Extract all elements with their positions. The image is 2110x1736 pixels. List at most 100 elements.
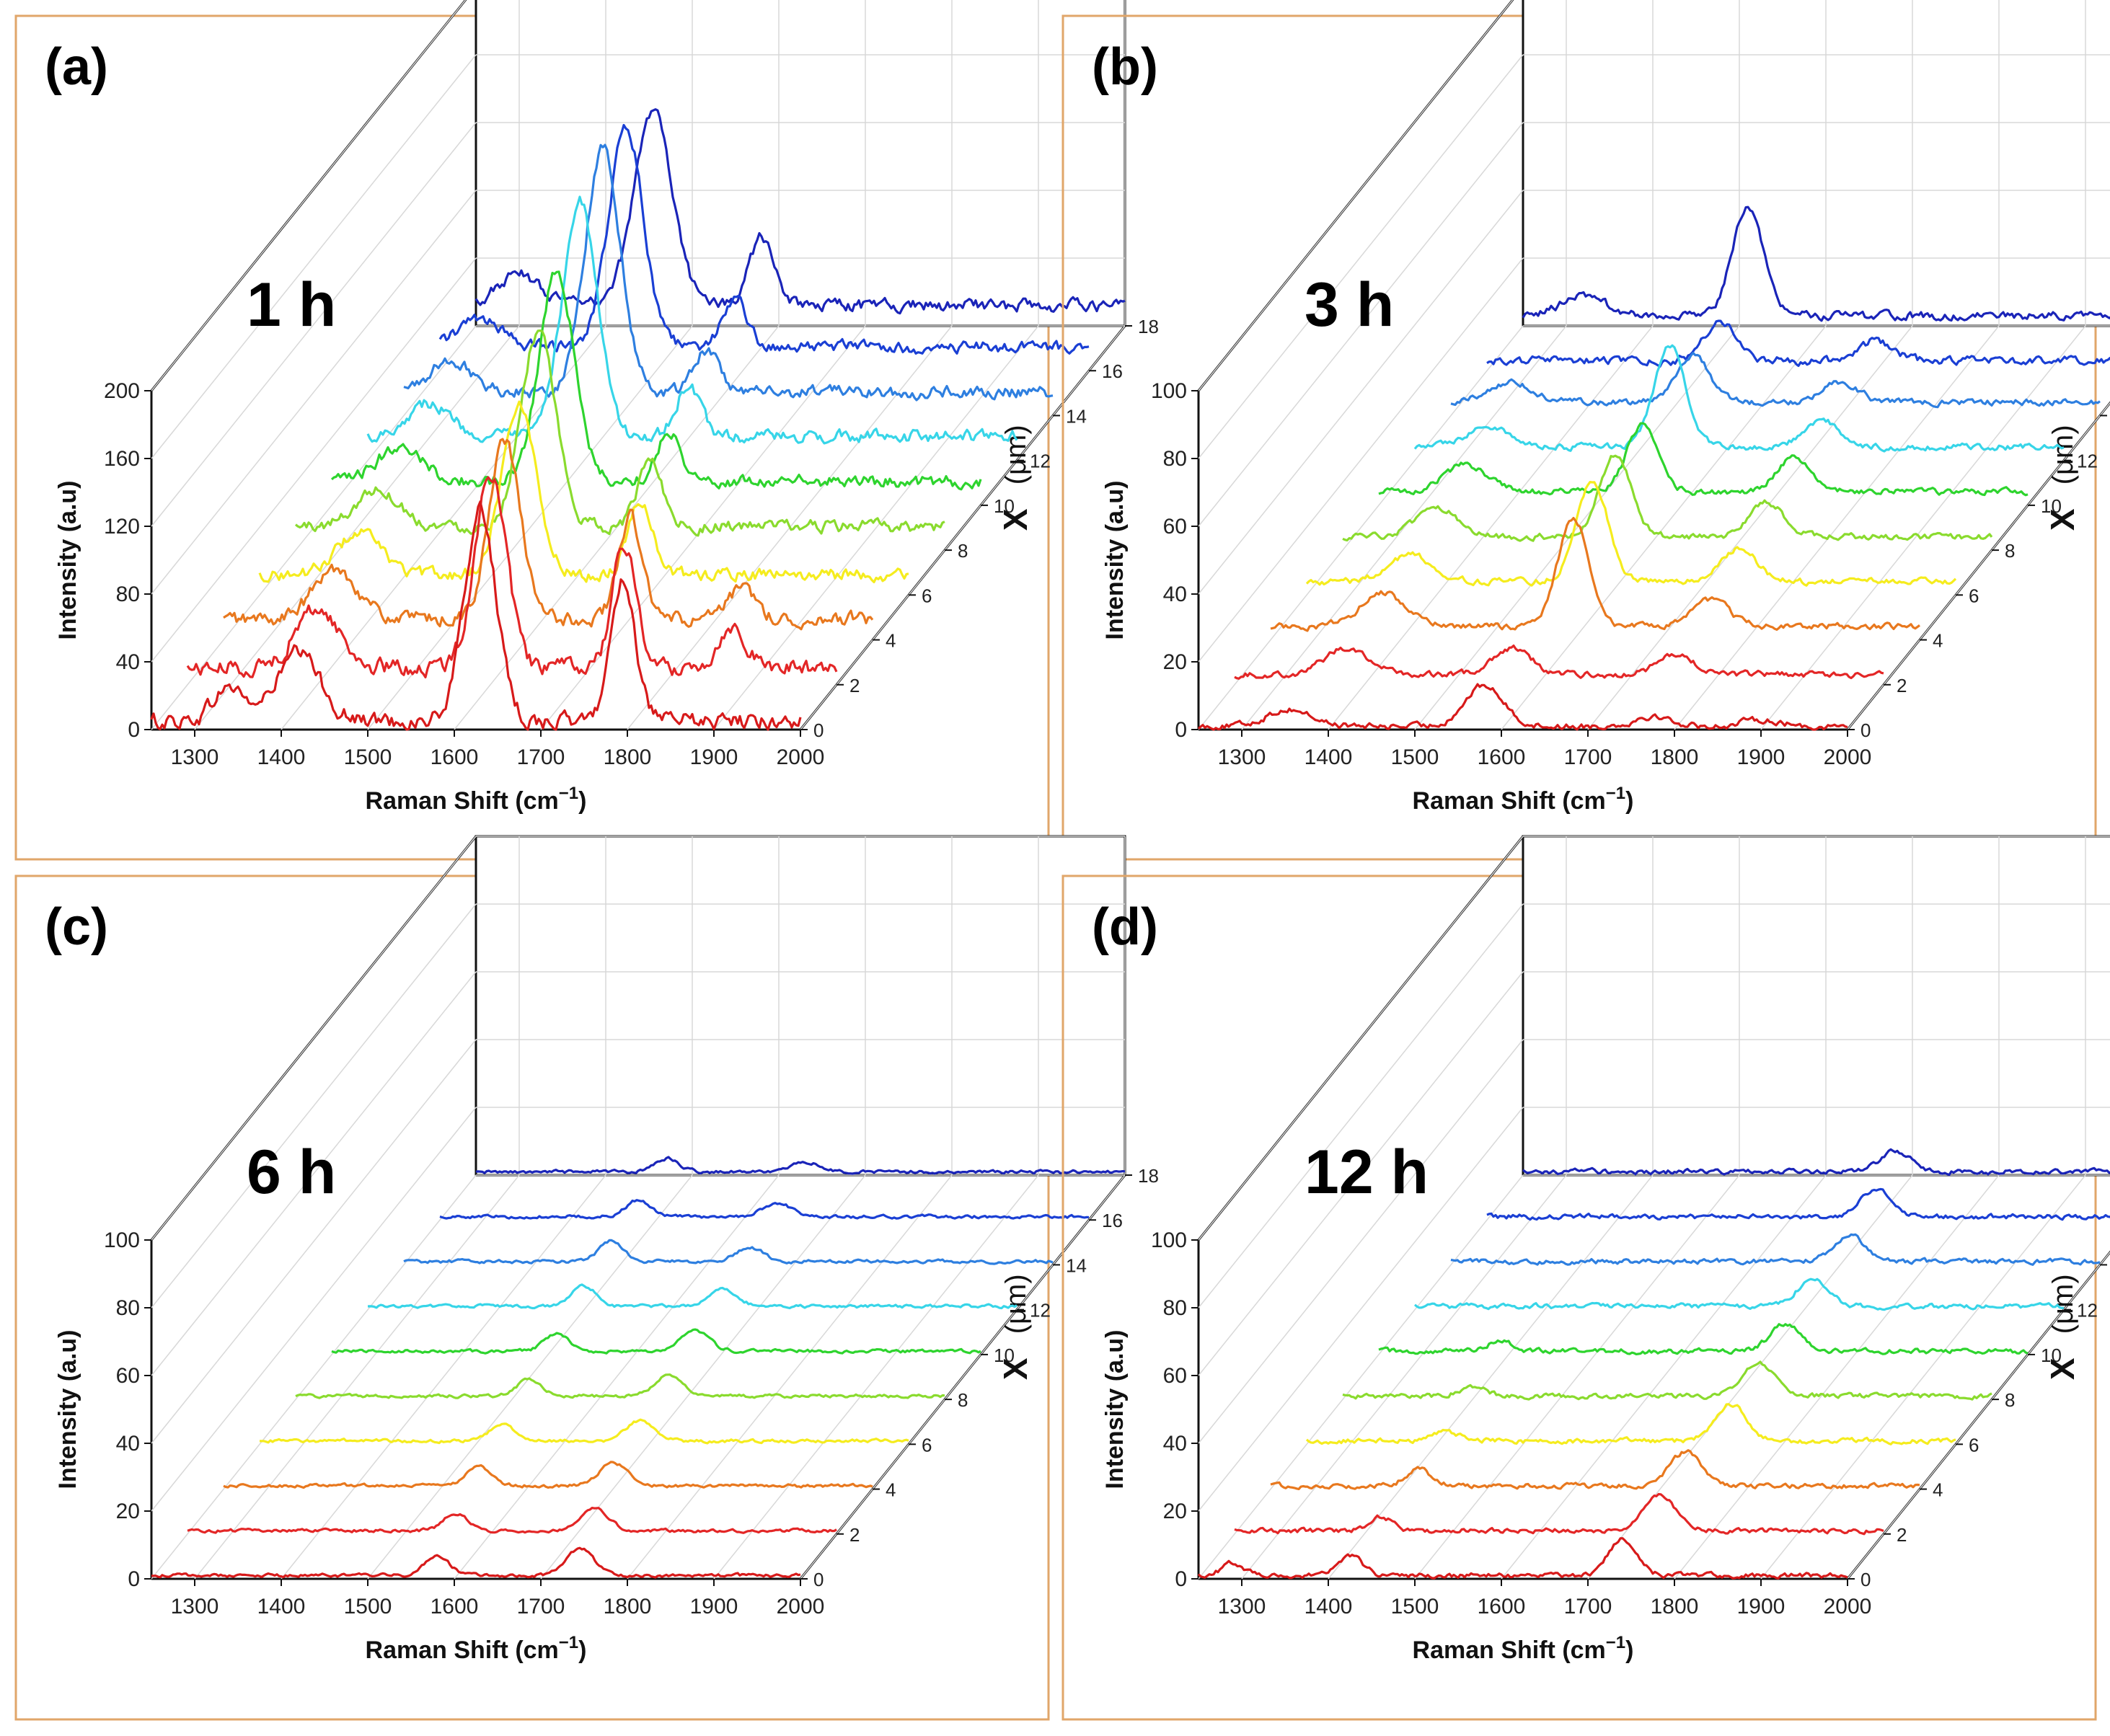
spectrum-line-x18 [1522,1148,2110,1177]
x-tick-label: 1600 [1478,745,1526,769]
spectrum-line-x16 [439,1199,1090,1220]
x-tick-label: 1900 [1737,1595,1785,1618]
y-tick-label: 80 [116,1296,140,1320]
side-grid-line [151,836,477,1241]
floor-grid-line [454,1174,780,1580]
floor-grid-line [1414,325,1740,730]
depth-axis-unit: (μm) [2047,1274,2079,1334]
depth-tick-label: 2 [849,1524,860,1546]
x-tick-label: 1600 [1478,1595,1526,1618]
spectrum-line-x14 [403,143,1054,402]
floor-grid-line [1847,1251,2110,1580]
spectrum-line-x10 [1378,1323,2029,1355]
spectrum-line-x18 [475,1156,1126,1175]
spectrum-line-x2 [1234,1492,1884,1536]
spectrum-line-x12 [367,1283,1018,1310]
floor-grid-line [1328,1174,1654,1580]
y-tick-label: 100 [1151,379,1187,403]
spectrum-line-x12 [366,195,1018,445]
spectrum-line-x14 [403,1239,1054,1265]
y-tick-label: 80 [1163,447,1187,471]
x-tick-label: 2000 [1824,745,1872,769]
side-grid-line [1198,836,1524,1241]
depth-tick-label: 10 [994,1345,1015,1366]
x-axis-title: Raman Shift (cm−1) [366,1633,587,1664]
depth-tick-label: 0 [1860,1569,1871,1590]
side-grid-line [151,325,477,730]
spectrum-line-x2 [187,1507,837,1534]
y-tick-label: 40 [1163,583,1187,606]
x-tick-label: 2000 [777,745,825,769]
depth-tick-label: 16 [1102,1210,1123,1231]
spectrum-line-x0 [1197,1537,1848,1580]
floor-grid-line [627,1174,953,1580]
floor-grid-line [1587,325,1913,730]
x-axis-title: Raman Shift (cm−1) [366,784,587,815]
spectrum-line-x6 [258,400,909,583]
x-tick-label: 1500 [1391,745,1439,769]
side-grid-line [1198,122,1524,527]
spectrum-line-x2 [186,476,838,678]
spectrum-line-x18 [474,108,1126,315]
y-axis-title: Intensity (a.u) [54,1329,81,1489]
spectrum-line-x10 [330,270,982,491]
y-tick-label: 160 [104,447,140,471]
x-tick-label: 1400 [257,1595,306,1618]
y-tick-label: 200 [104,379,140,403]
y-tick-label: 60 [1163,1364,1187,1388]
x-tick-label: 1700 [517,745,565,769]
depth-axis-unit: (μm) [1000,1274,1032,1334]
side-grid-line [151,190,477,595]
spectrum-line-x18 [1522,205,2110,322]
floor-grid-line [1760,325,2086,730]
x-tick-label: 1500 [344,745,392,769]
depth-axis-unit: (μm) [2047,425,2079,484]
time-label: 1 h [247,270,336,340]
depth-tick-label: 4 [886,1479,896,1501]
spectrum-line-x16 [1486,319,2110,368]
depth-tick-label: 6 [922,585,932,606]
x-tick-label: 1700 [1564,745,1612,769]
depth-tick-label: 8 [958,1389,968,1411]
x-tick-label: 1700 [517,1595,565,1618]
spectrum-line-x12 [1413,1277,2065,1311]
y-tick-label: 100 [1151,1228,1187,1252]
floor-grid-line [194,1174,520,1580]
spectrum-line-x4 [223,1461,873,1489]
y-tick-label: 60 [1163,515,1187,539]
spectrum-line-x6 [1305,481,1957,587]
spectrum-line-x16 [438,123,1090,355]
floor-grid-line [1328,325,1654,730]
y-tick-label: 120 [104,515,140,539]
depth-tick-label: 6 [1969,1434,1979,1456]
spectrum-line-x8 [294,329,945,537]
x-tick-label: 1300 [171,745,219,769]
x-axis-title: Raman Shift (cm−1) [1413,784,1634,815]
floor-grid-line [1847,402,2110,730]
x-tick-label: 1900 [690,1595,738,1618]
y-axis-title: Intensity (a.u) [1101,1329,1129,1489]
y-tick-label: 40 [1163,1432,1187,1456]
depth-axis-letter: X [2044,1358,2081,1380]
y-tick-label: 80 [116,583,140,606]
spectrum-line-x0 [151,1546,801,1579]
y-axis-title: Intensity (a.u) [1101,480,1129,639]
depth-axis-title: X (μm) [997,1274,1034,1380]
y-tick-label: 0 [1175,718,1187,742]
x-tick-label: 1700 [1564,1595,1612,1618]
panel-label: (b) [1092,38,1158,96]
spectrum-line-x6 [259,1418,909,1445]
depth-tick-label: 4 [1933,630,1943,652]
side-grid-line [1198,54,1524,459]
spectrum-line-x4 [1270,1449,1920,1491]
depth-axis-title: X (μm) [2044,1274,2081,1380]
x-tick-label: 1600 [431,745,479,769]
depth-axis-letter: X [997,1358,1034,1380]
floor-grid-line [1760,1174,2086,1580]
floor-grid-line [800,1174,1126,1580]
floor-grid-line [540,1174,866,1580]
side-grid-line [151,1107,477,1512]
y-tick-label: 20 [116,1500,140,1523]
side-grid-line [151,903,477,1308]
